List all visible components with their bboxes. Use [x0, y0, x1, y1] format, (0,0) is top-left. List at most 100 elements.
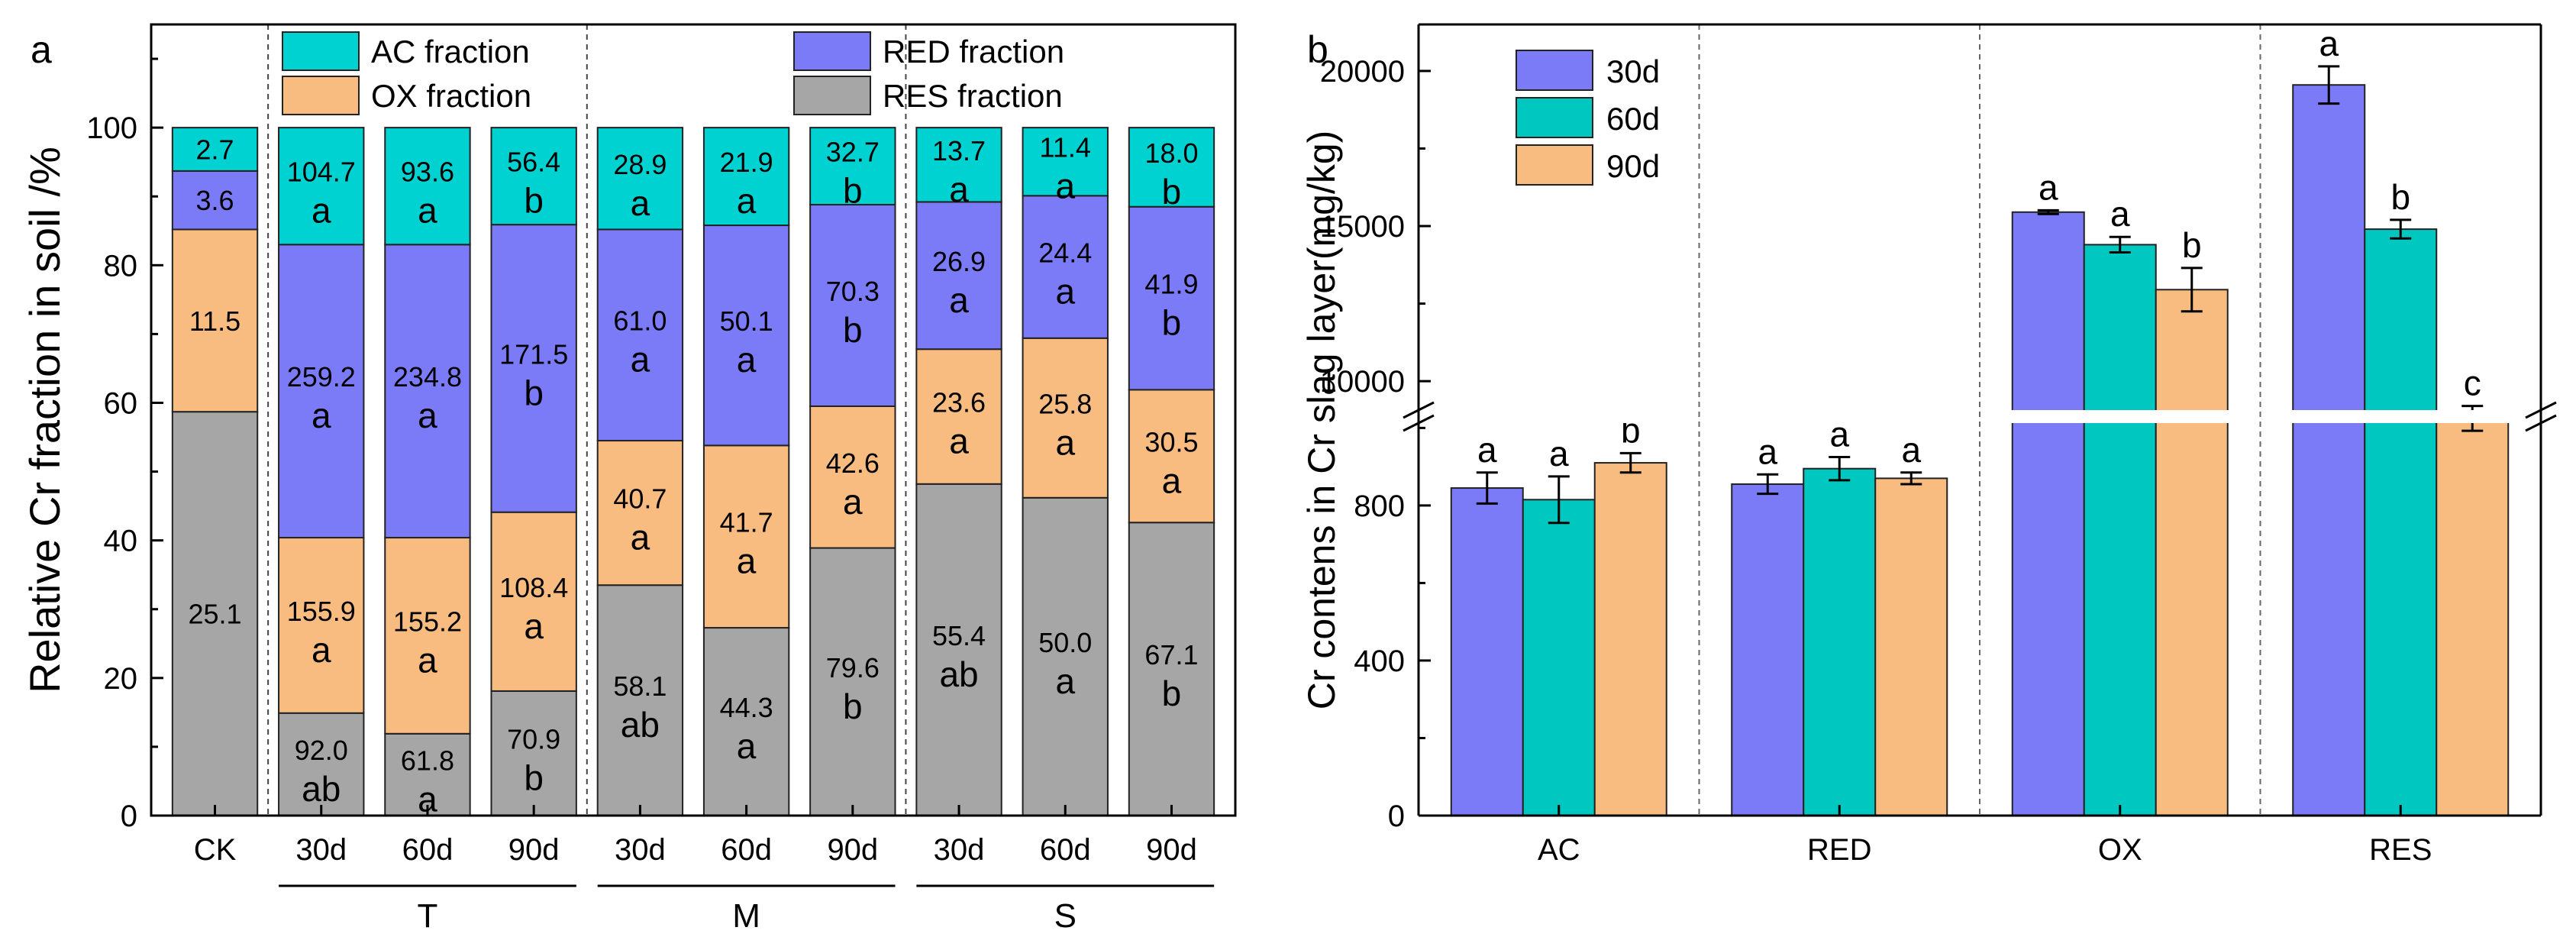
bar-AC-5 — [702, 127, 790, 227]
y-tick-label-b-10000: 10000 — [1320, 365, 1405, 399]
panel-a-label: a — [31, 28, 52, 71]
letter-RED-1: a — [312, 396, 331, 435]
value-label-OX-8: 25.8 — [1038, 388, 1092, 419]
value-label-RES-6: 79.6 — [826, 652, 880, 683]
bar-RED-5 — [702, 225, 790, 447]
bar-RES-9 — [1128, 522, 1215, 816]
bar-OX-9 — [1128, 389, 1215, 524]
bar-RED-4 — [596, 228, 684, 442]
letter-OX-5: a — [737, 541, 757, 581]
value-label-OX-2: 155.2 — [393, 606, 462, 637]
letter-60d-RES: b — [2390, 177, 2410, 217]
bar-OX-2 — [384, 537, 471, 735]
bar-AC-7 — [915, 127, 1002, 203]
letter-RES-1: ab — [302, 769, 341, 809]
panel-b-label: b — [1307, 28, 1328, 71]
bar-RED-8 — [1022, 195, 1109, 339]
bar-30d-AC — [1450, 487, 1524, 816]
x-tick-label-a-6: 90d — [827, 833, 878, 867]
value-label-RED-6: 70.3 — [826, 276, 880, 307]
bar-60d-RED — [1803, 467, 1877, 817]
y-tick-label-a-60: 60 — [104, 386, 138, 420]
bar-AC-2 — [384, 127, 471, 246]
bar-AC-4 — [596, 127, 684, 231]
y-tick-label-b-0: 0 — [1388, 800, 1405, 833]
value-label-RES-4: 58.1 — [613, 670, 667, 702]
letter-RED-6: b — [843, 310, 863, 350]
value-label-RED-9: 41.9 — [1144, 269, 1198, 300]
letter-30d-OX: a — [2039, 167, 2058, 207]
letter-RES-4: ab — [621, 705, 660, 745]
letter-RES-7: ab — [939, 654, 978, 694]
legend-swatch-RES — [793, 76, 871, 115]
bar-AC-8 — [1022, 127, 1109, 197]
bar-OX-3 — [490, 511, 577, 692]
letter-OX-2: a — [418, 640, 437, 680]
bar-OX-1 — [278, 537, 365, 714]
letter-AC-6: b — [843, 171, 863, 211]
x-tick-label-a-0: CK — [194, 833, 237, 867]
letter-RED-2: a — [418, 396, 437, 435]
bar-OX-6 — [809, 405, 896, 549]
legend-label-RES: RES fraction — [883, 78, 1063, 114]
letter-RES-6: b — [843, 687, 863, 726]
letter-90d-RES: c — [2464, 363, 2481, 403]
letter-30d-AC: a — [1477, 430, 1497, 470]
bar-AC-3 — [490, 127, 577, 226]
value-label-RED-1: 259.2 — [287, 361, 356, 393]
letter-RED-5: a — [737, 340, 757, 380]
letter-60d-OX: a — [2110, 194, 2130, 234]
letter-RES-9: b — [1162, 674, 1182, 713]
value-label-AC-3: 56.4 — [507, 147, 560, 178]
bar-OX-0 — [171, 228, 259, 413]
bar-30d-RES — [2292, 84, 2366, 817]
letter-RES-3: b — [524, 758, 544, 797]
value-label-RED-2: 234.8 — [393, 361, 462, 393]
value-label-OX-3: 108.4 — [499, 572, 568, 603]
legend-swatch-OX — [282, 76, 360, 115]
letter-OX-9: a — [1162, 460, 1182, 500]
value-label-RED-8: 24.4 — [1038, 237, 1092, 269]
value-label-AC-0: 2.7 — [196, 134, 234, 166]
y-tick-label-a-40: 40 — [104, 525, 138, 558]
letter-OX-3: a — [524, 606, 544, 646]
value-label-OX-7: 23.6 — [932, 386, 986, 418]
letter-AC-8: a — [1055, 166, 1075, 206]
y-axis-title-b: Cr contens in Cr slag layer(mg/kg) — [1300, 131, 1343, 710]
letter-AC-1: a — [312, 191, 331, 231]
bar-90d-RED — [1874, 477, 1948, 816]
value-label-RED-4: 61.0 — [613, 305, 667, 337]
letter-RED-9: b — [1162, 303, 1182, 343]
x-tick-label-a-1: 30d — [295, 833, 347, 867]
x-tick-label-b-AC: AC — [1538, 833, 1580, 867]
group-label-M: M — [732, 897, 760, 935]
bar-30d-OX — [2011, 211, 2085, 816]
x-tick-label-a-9: 90d — [1146, 833, 1197, 867]
y-tick-label-b-20000: 20000 — [1320, 55, 1405, 89]
bar-AC-0 — [171, 127, 259, 172]
bar-60d-OX — [2083, 244, 2157, 817]
value-label-RES-2: 61.8 — [401, 745, 454, 776]
value-label-RES-3: 70.9 — [507, 723, 560, 754]
letter-30d-RED: a — [1758, 431, 1777, 471]
legend-swatch-90d — [1516, 144, 1593, 186]
value-label-AC-2: 93.6 — [401, 157, 454, 188]
value-label-AC-4: 28.9 — [613, 149, 667, 180]
value-label-OX-0: 11.5 — [189, 305, 240, 337]
letter-AC-5: a — [737, 181, 757, 221]
y-tick-label-a-20: 20 — [104, 662, 138, 696]
x-tick-label-a-8: 60d — [1040, 833, 1091, 867]
legend-label-RED: RED fraction — [883, 34, 1064, 69]
y-tick-label-b-400: 400 — [1354, 645, 1405, 678]
value-label-OX-1: 155.9 — [287, 596, 356, 627]
y-tick-label-a-0: 0 — [121, 800, 137, 833]
bar-RED-3 — [490, 224, 577, 513]
y-tick-label-a-100: 100 — [86, 111, 137, 145]
group-label-S: S — [1054, 897, 1077, 935]
value-label-AC-1: 104.7 — [287, 157, 356, 188]
letter-AC-2: a — [418, 191, 437, 231]
x-tick-label-a-3: 90d — [508, 833, 560, 867]
y-tick-label-b-800: 800 — [1354, 490, 1405, 523]
